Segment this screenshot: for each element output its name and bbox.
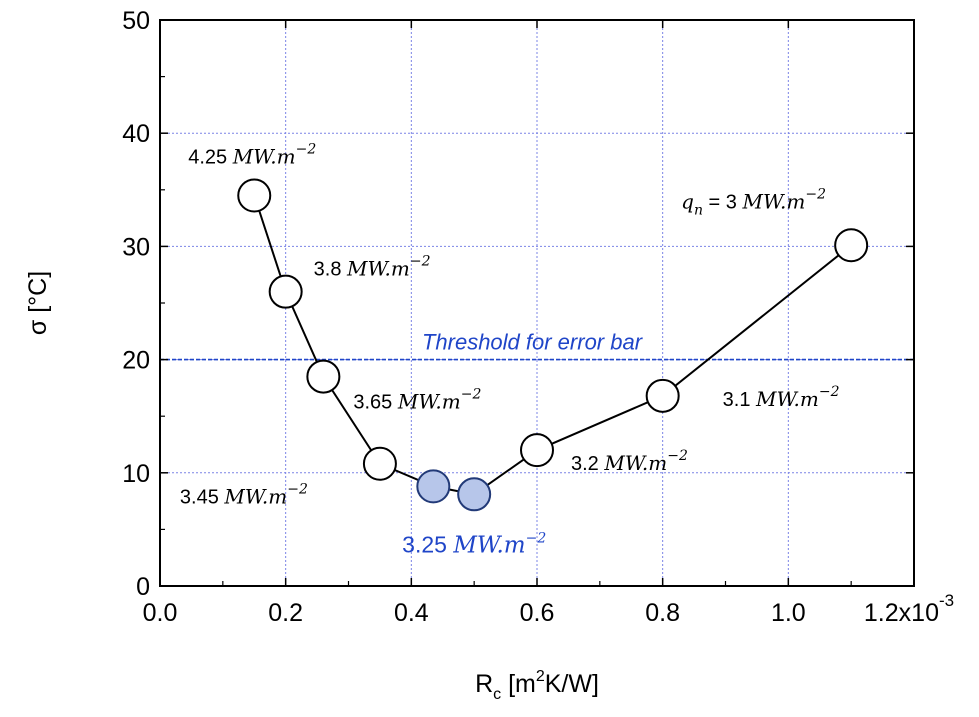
x-axis-title-unit: [m (501, 670, 536, 698)
x-exponent: -3 (939, 591, 954, 610)
point-label: 3.45 MW.m−2 (180, 482, 308, 509)
point-label-sup: −2 (410, 254, 431, 270)
point-label-unit: MW.m (755, 387, 819, 411)
point-label-sup: −2 (805, 186, 826, 202)
data-point (834, 228, 869, 263)
point-label: 3.2 MW.m−2 (571, 448, 688, 475)
grid (160, 20, 914, 586)
point-label: 3.1 MW.m−2 (723, 384, 840, 411)
point-label: qn = 3 MW.m−2 (681, 186, 826, 218)
y-tick-label: 30 (122, 233, 150, 261)
y-tick-label: 0 (136, 573, 150, 601)
highlighted-point (416, 469, 451, 504)
x-tick-label: 0.0 (143, 599, 178, 627)
data-point (645, 378, 680, 413)
point-label-symbol: q (681, 189, 694, 213)
point-label-sup: −2 (819, 384, 840, 400)
y-tick-label: 40 (122, 120, 150, 148)
point-label-sup: −2 (287, 482, 308, 498)
point-label-value: 4.25 (188, 146, 232, 168)
point-label-value: 3.1 (723, 389, 756, 411)
highlighted-point (457, 477, 492, 512)
point-label: 3.25 MW.m−2 (402, 530, 546, 558)
point-label-symbol-sub: n (694, 202, 703, 218)
x-axis-title-sup: 2 (536, 668, 545, 685)
point-label-sup: −2 (667, 448, 688, 464)
point-label-value: 3.65 (353, 392, 397, 414)
y-tick-label: 10 (122, 460, 150, 488)
x-tick-label: 0.8 (645, 599, 680, 627)
point-label: 3.65 MW.m−2 (353, 387, 481, 414)
y-tick-label: 20 (122, 347, 150, 375)
point-label-value: = 3 (703, 191, 742, 213)
x-tick-label: 0.6 (520, 599, 555, 627)
data-point (520, 433, 554, 468)
point-label-unit: MW.m (346, 257, 410, 281)
data-point (306, 359, 341, 394)
x-axis-title-main: R (475, 670, 493, 698)
point-label-value: 3.45 (180, 487, 224, 509)
point-label-unit: MW.m (452, 532, 525, 558)
x-axis-title-unit2: K/W] (545, 670, 599, 698)
y-axis-title: σ [°C] (24, 271, 52, 335)
point-label-unit: MW.m (741, 189, 805, 213)
point-label: 3.8 MW.m−2 (314, 254, 431, 281)
point-label-unit: MW.m (397, 390, 461, 414)
data-point (268, 274, 303, 309)
point-label-value: 3.25 (402, 531, 453, 557)
x-axis-title: Rc [m2K/W] (475, 668, 599, 703)
point-label-sup: −2 (296, 141, 317, 157)
x-tick-label: 1.0 (771, 599, 806, 627)
y-tick-label: 50 (122, 7, 150, 35)
data-point (362, 446, 397, 481)
point-label-value: 3.2 (571, 453, 604, 475)
point-label-unit: MW.m (232, 144, 296, 168)
point-label-unit: MW.m (223, 485, 287, 509)
point-label: 4.25 MW.m−2 (188, 141, 316, 168)
point-label-sup: −2 (461, 387, 482, 403)
point-label-unit: MW.m (603, 451, 667, 475)
x-axis-title-sub: c (493, 686, 501, 703)
threshold-label: Threshold for error bar (422, 330, 644, 355)
x-tick-label: 1.2x10-3 (864, 591, 954, 627)
data-point (237, 178, 272, 213)
x-tick-label: 0.4 (394, 599, 429, 627)
point-label-sup: −2 (526, 530, 547, 546)
x-tick-label: 0.2 (268, 599, 303, 627)
point-label-value: 3.8 (314, 259, 347, 281)
